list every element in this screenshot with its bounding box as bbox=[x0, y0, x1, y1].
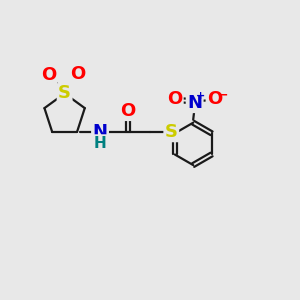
Text: +: + bbox=[196, 91, 205, 101]
Text: O: O bbox=[167, 90, 182, 108]
Text: H: H bbox=[94, 136, 106, 151]
Text: O: O bbox=[207, 90, 222, 108]
Text: N: N bbox=[187, 94, 202, 112]
Text: S: S bbox=[58, 85, 71, 103]
Text: S: S bbox=[165, 123, 178, 141]
Text: −: − bbox=[218, 88, 228, 101]
Text: O: O bbox=[41, 66, 56, 84]
Text: O: O bbox=[120, 102, 136, 120]
Text: N: N bbox=[92, 123, 107, 141]
Text: O: O bbox=[70, 65, 85, 83]
